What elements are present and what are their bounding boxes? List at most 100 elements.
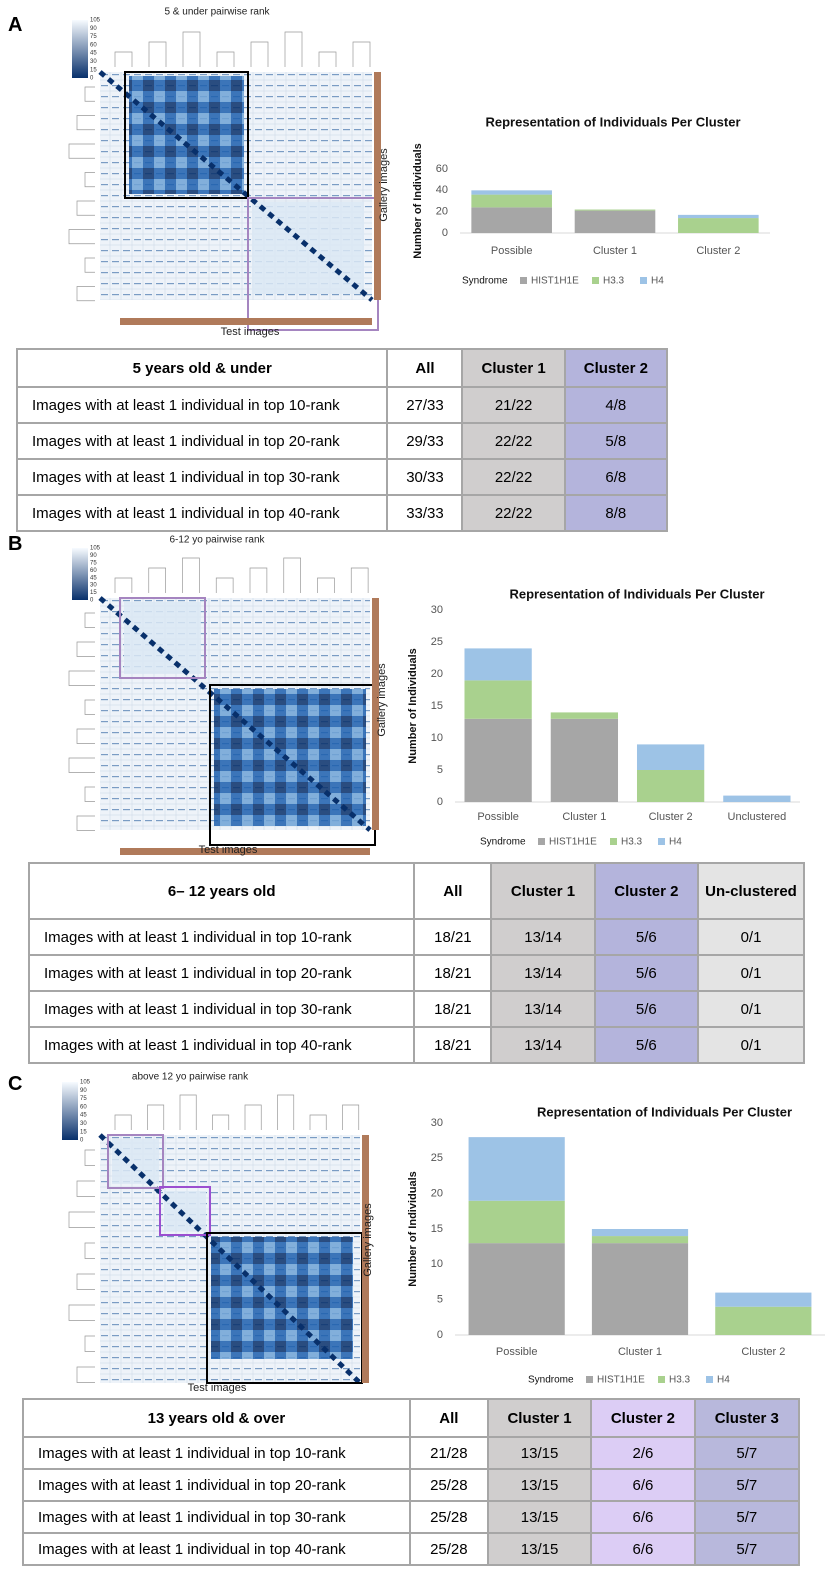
table-cell: Images with at least 1 individual in top… (23, 1437, 410, 1469)
dendrogram (245, 1105, 261, 1130)
dendrogram (69, 230, 95, 244)
chart-title: Representation of Individuals Per Cluste… (510, 586, 765, 601)
dendrogram (77, 642, 95, 657)
dendrogram (85, 258, 95, 272)
y-tick-label: 30 (431, 1117, 443, 1129)
legend-swatch (538, 838, 545, 845)
dendrogram (69, 1305, 95, 1321)
x-tick-label: Possible (496, 1346, 538, 1358)
dendrogram (77, 816, 95, 831)
colorbar-tick-label: 105 (90, 18, 101, 24)
y-tick-label: 5 (437, 1294, 443, 1306)
y-tick-label: 0 (437, 796, 443, 808)
y-tick-label: 60 (436, 163, 448, 175)
legend-label: H3.3 (669, 1375, 691, 1386)
y-tick-label: 10 (431, 732, 443, 744)
legend-label: HIST1H1E (549, 837, 597, 848)
x-tick-label: Cluster 1 (593, 245, 637, 257)
colorbar-tick-label: 30 (90, 583, 97, 589)
table-cell: Images with at least 1 individual in top… (23, 1469, 410, 1501)
table-row: Images with at least 1 individual in top… (23, 1469, 799, 1501)
colorbar-tick-label: 45 (90, 51, 97, 57)
table-cell: 0/1 (698, 919, 804, 955)
bar-segment (464, 648, 531, 680)
stats-table: 5 years old & underAllCluster 1Cluster 2… (16, 348, 668, 532)
dendrogram (77, 116, 95, 130)
header-cell: 6– 12 years old (29, 863, 414, 919)
table-cell: 2/6 (591, 1437, 694, 1469)
y-axis-label: Gallery images (376, 663, 388, 737)
table-cell: 6/6 (591, 1501, 694, 1533)
table-cell: 21/28 (410, 1437, 488, 1469)
legend-label: H4 (651, 276, 664, 287)
legend-swatch (658, 1376, 665, 1383)
legend-label: HIST1H1E (597, 1375, 645, 1386)
y-tick-label: 30 (431, 604, 443, 616)
table-cell: 6/8 (565, 459, 667, 495)
table-cell: 5/6 (595, 991, 698, 1027)
colorbar (72, 548, 88, 600)
header-cell: All (387, 349, 462, 387)
legend-swatch (658, 838, 665, 845)
dendrogram (213, 1115, 229, 1130)
colorbar-tick-label: 45 (90, 575, 97, 581)
dendrogram (85, 1150, 95, 1166)
cluster-fill (129, 76, 244, 194)
legend-swatch (640, 277, 647, 284)
bar-segment (592, 1243, 688, 1335)
heatmap: 10590756045301505 & under pairwise rankT… (0, 0, 400, 352)
colorbar-tick-label: 30 (90, 59, 97, 65)
dendrogram (180, 1095, 196, 1130)
colorbar-tick-label: 60 (90, 568, 97, 574)
table-cell: 5/7 (695, 1533, 799, 1565)
bar-segment (471, 190, 552, 194)
dendrogram (85, 1336, 95, 1352)
y-tick-label: 0 (442, 227, 448, 239)
table-cell: 30/33 (387, 459, 462, 495)
y-axis-label: Gallery images (378, 148, 390, 222)
colorbar-tick-label: 90 (90, 553, 97, 559)
table-cell: 22/22 (462, 459, 564, 495)
y-axis-title: Number of Individuals (407, 1171, 419, 1287)
colorbar-tick-label: 75 (90, 34, 97, 40)
stats-table: 13 years old & overAllCluster 1Cluster 2… (22, 1398, 800, 1566)
dendrogram (343, 1105, 359, 1130)
header-cell: Cluster 1 (488, 1399, 591, 1437)
table-cell: Images with at least 1 individual in top… (17, 423, 387, 459)
dendrogram (85, 700, 95, 715)
legend-title: Syndrome (462, 276, 508, 287)
y-tick-label: 5 (437, 764, 443, 776)
bar-segment (469, 1137, 565, 1201)
table-row: Images with at least 1 individual in top… (29, 955, 804, 991)
y-axis-title: Number of Individuals (412, 143, 424, 259)
table-cell: 18/21 (414, 955, 491, 991)
dendrogram (69, 671, 95, 686)
dendrogram (149, 42, 166, 67)
y-axis-title: Number of Individuals (407, 648, 419, 764)
dendrogram (85, 1243, 95, 1259)
table-cell: Images with at least 1 individual in top… (29, 919, 414, 955)
x-tick-label: Possible (477, 811, 519, 823)
legend-swatch (520, 277, 527, 284)
dendrogram (278, 1095, 294, 1130)
bar-segment (678, 218, 759, 233)
chart: Representation of Individuals Per Cluste… (400, 585, 810, 850)
dendrogram (148, 1105, 164, 1130)
table-cell: 18/21 (414, 991, 491, 1027)
y-tick-label: 20 (436, 206, 448, 218)
chart-title: Representation of Individuals Per Cluste… (486, 114, 741, 129)
dendrogram (183, 32, 200, 67)
stats-table: 6– 12 years oldAllCluster 1Cluster 2Un-c… (28, 862, 805, 1064)
table-cell: 13/14 (491, 919, 594, 955)
dendrogram (77, 1367, 95, 1383)
header-cell: Cluster 2 (595, 863, 698, 919)
legend-label: H4 (669, 837, 682, 848)
table-cell: 29/33 (387, 423, 462, 459)
table-cell: 13/14 (491, 955, 594, 991)
bar-segment (551, 719, 618, 802)
y-tick-label: 15 (431, 1223, 443, 1235)
cluster-fill (211, 1237, 353, 1359)
y-tick-label: 0 (437, 1329, 443, 1341)
table-cell: Images with at least 1 individual in top… (17, 459, 387, 495)
